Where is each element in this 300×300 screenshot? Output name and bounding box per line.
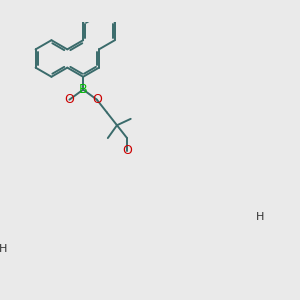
Text: H: H	[256, 212, 264, 222]
Text: O: O	[64, 93, 74, 106]
Text: H: H	[0, 244, 7, 254]
Text: B: B	[79, 83, 88, 96]
Text: O: O	[92, 93, 102, 106]
Text: O: O	[122, 144, 132, 158]
